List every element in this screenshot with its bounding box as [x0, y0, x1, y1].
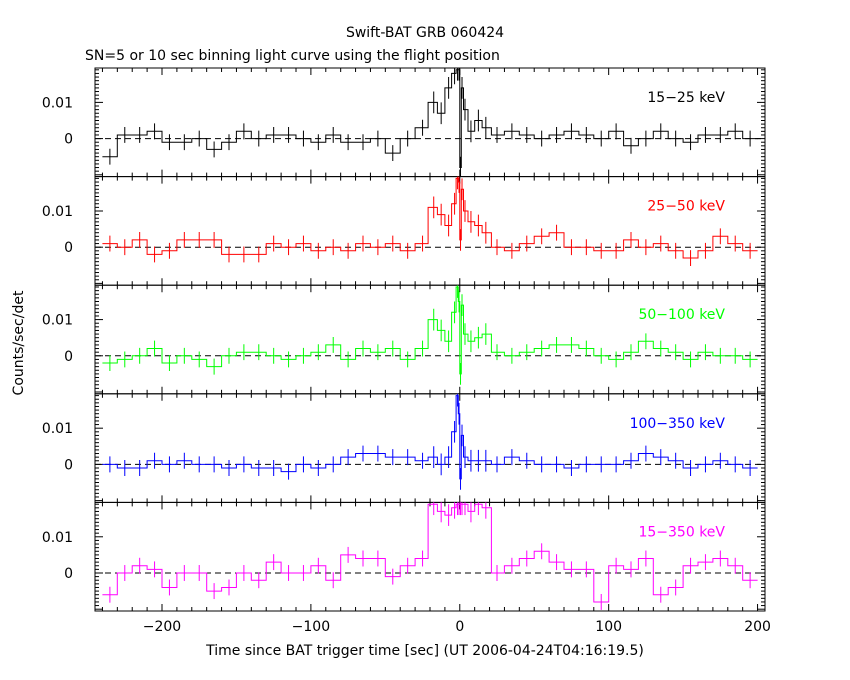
light-curve-line — [102, 69, 758, 168]
y-tick-label: 0.01 — [42, 313, 73, 329]
panel-4: 0 0.01 100−350 keV — [42, 393, 766, 503]
panel-label: 15−25 keV — [647, 90, 725, 106]
panel-frame — [94, 176, 766, 286]
series-1 — [102, 502, 758, 610]
panel-2: 0 0.01 25−50 keV — [42, 176, 766, 286]
y-tick-label: 0 — [64, 566, 73, 582]
panel-3: 0 0.01 50−100 keV — [42, 284, 766, 395]
series-1 — [102, 393, 758, 490]
y-tick-label: 0.01 — [42, 204, 73, 220]
y-axis-label: Counts/sec/det — [11, 290, 27, 395]
y-tick-label: 0 — [64, 349, 73, 365]
panel-label: 100−350 keV — [630, 416, 726, 432]
series-1 — [102, 285, 758, 385]
y-tick-label: 0 — [64, 457, 73, 473]
light-curve-line — [102, 177, 758, 259]
x-tick-label: 100 — [595, 619, 622, 635]
y-tick-label: 0.01 — [42, 95, 73, 111]
light-curve-line — [102, 503, 758, 603]
y-tick-label: 0.01 — [42, 421, 73, 437]
x-tick-label: 0 — [455, 619, 464, 635]
panels-group: 0 0.01 15−25 keV 0 0.01 25−50 keV 0 0.01 50−100 … — [42, 67, 771, 635]
x-tick-label: −100 — [292, 619, 330, 635]
x-tick-label: 200 — [744, 619, 771, 635]
series-1 — [102, 176, 758, 267]
x-axis-label: Time since BAT trigger time [sec] (UT 20… — [205, 643, 644, 659]
y-tick-label: 0 — [64, 132, 73, 148]
panel-frame — [94, 67, 766, 178]
panel-label: 50−100 keV — [638, 307, 725, 323]
panel-1: 0 0.01 15−25 keV — [42, 67, 766, 178]
light-curve-line — [102, 395, 758, 480]
y-tick-label: 0 — [64, 240, 73, 256]
series-1 — [102, 68, 758, 177]
chart-subtitle: SN=5 or 10 sec binning light curve using… — [85, 48, 500, 64]
y-tick-label: 0.01 — [42, 530, 73, 546]
panel-frame — [94, 393, 766, 503]
panel-label: 15−350 keV — [638, 524, 725, 540]
chart-title: Swift-BAT GRB 060424 — [346, 25, 504, 41]
light-curve-line — [102, 286, 758, 375]
panel-frame — [94, 284, 766, 395]
panel-5: 0 0.01 15−350 keV — [42, 501, 766, 612]
x-tick-label: −200 — [143, 619, 181, 635]
panel-label: 25−50 keV — [647, 199, 725, 215]
